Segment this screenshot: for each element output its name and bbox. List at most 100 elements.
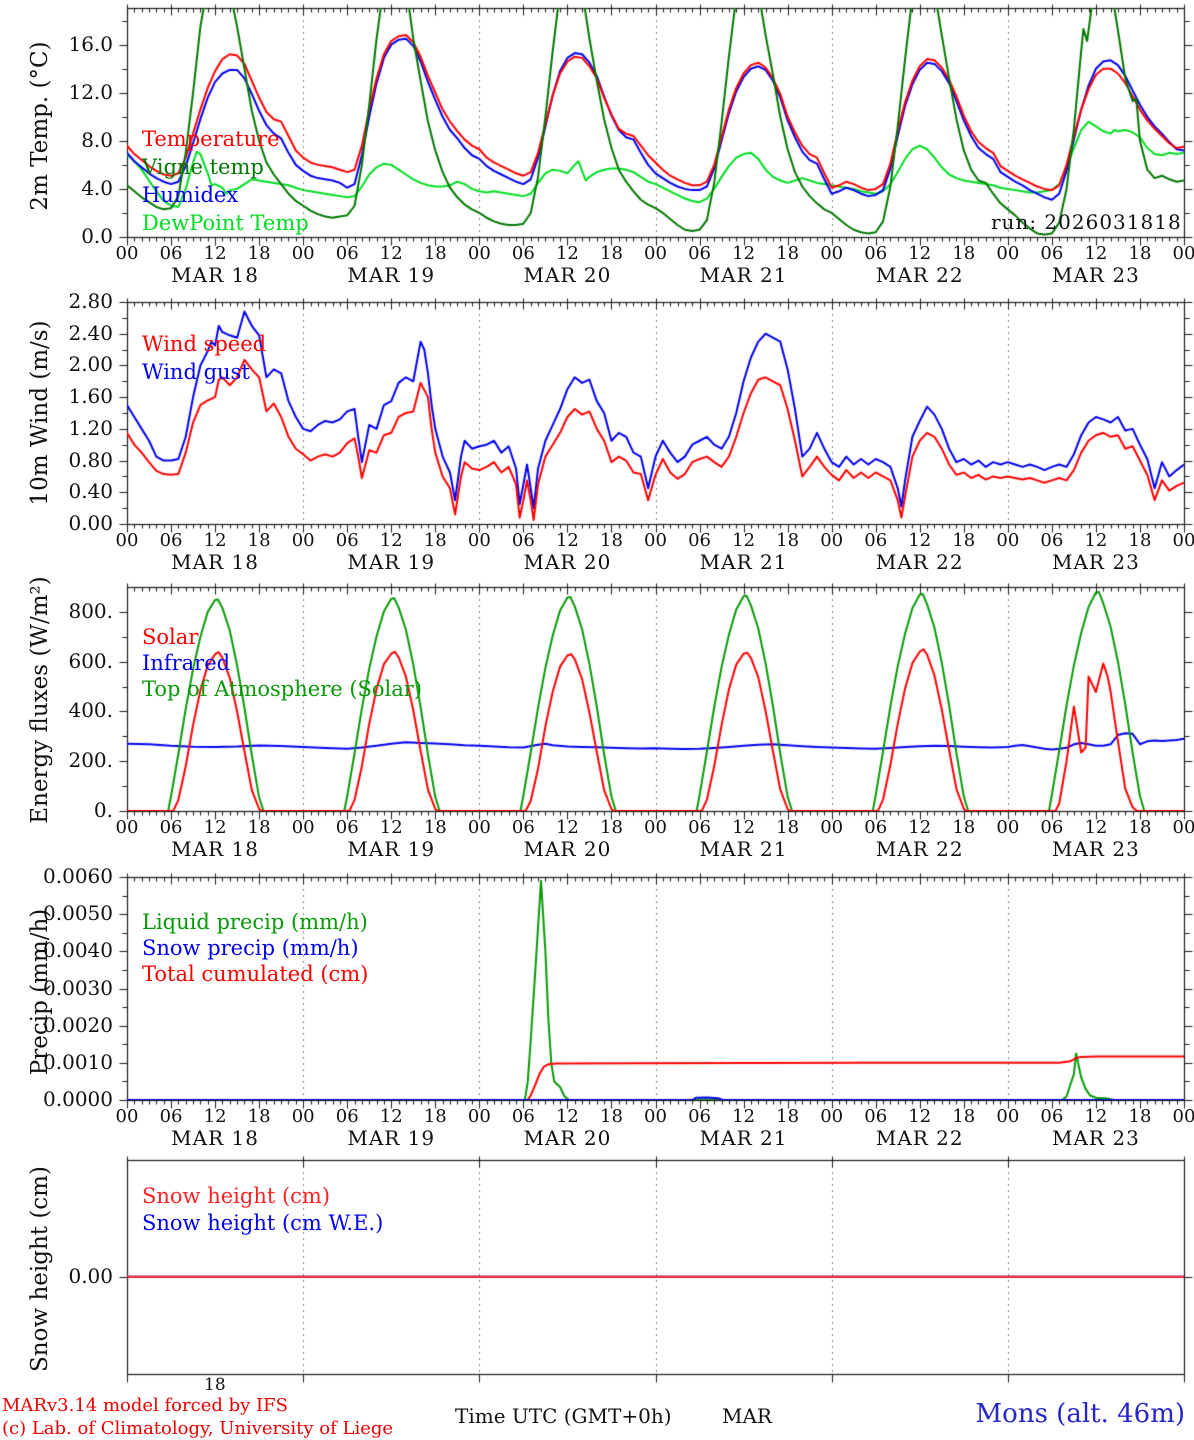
x-hour-label: 00 — [996, 243, 1020, 264]
x-hour-label: 06 — [159, 817, 183, 838]
x-hour-label: 00 — [115, 1106, 139, 1127]
legend-wind-1: Wind speed — [142, 332, 267, 356]
x-hour-label: 00 — [1172, 243, 1194, 264]
x-hour-label: 18 — [247, 530, 271, 551]
legend-wind-2: Wind gust — [142, 360, 250, 384]
y-tick-label-temp: 12.0 — [68, 79, 113, 104]
x-day-label: MAR 22 — [875, 837, 964, 861]
y-tick-label-wind: 1.60 — [68, 384, 113, 409]
x-hour-label: 18 — [247, 817, 271, 838]
footer-model-credit: MARv3.14 model forced by IFS — [2, 1395, 288, 1416]
x-hour-label: 06 — [864, 817, 888, 838]
legend-energy-1: Solar — [142, 625, 199, 649]
x-hour-label: 18 — [952, 817, 976, 838]
x-hour-label: 12 — [555, 243, 579, 264]
x-hour-label: 12 — [203, 1106, 227, 1127]
legend-snow-1: Snow height (cm) — [142, 1184, 331, 1208]
x-day-label: MAR 20 — [523, 837, 612, 861]
legend-precip-3: Total cumulated (cm) — [142, 962, 369, 986]
x-hour-label: 06 — [335, 243, 359, 264]
bottom-axis-orphan-tick-label: 18 — [204, 1375, 226, 1395]
x-hour-label: 00 — [291, 1106, 315, 1127]
x-hour-label: 12 — [732, 1106, 756, 1127]
x-hour-label: 12 — [732, 243, 756, 264]
x-hour-label: 18 — [423, 243, 447, 264]
y-tick-label-precip: 0.0000 — [43, 1087, 113, 1111]
x-day-label: MAR 18 — [171, 550, 259, 574]
legend-precip-2: Snow precip (mm/h) — [142, 936, 359, 960]
legend-temp-3: Humidex — [142, 183, 239, 207]
x-day-label: MAR 22 — [875, 1126, 964, 1150]
x-hour-label: 06 — [688, 817, 711, 838]
x-day-label: MAR 20 — [523, 550, 612, 574]
x-hour-label: 00 — [1172, 530, 1194, 551]
y-tick-label-precip: 0.0050 — [43, 901, 113, 926]
x-day-label: MAR 19 — [347, 1126, 436, 1150]
x-day-label: MAR 20 — [523, 1126, 612, 1150]
x-hour-label: 06 — [688, 530, 711, 551]
x-hour-label: 06 — [688, 1106, 711, 1127]
x-hour-label: 00 — [996, 817, 1020, 838]
x-hour-label: 06 — [688, 243, 711, 264]
y-tick-label-temp: 16.0 — [68, 31, 113, 56]
axis-title-wind: 10m Wind (m/s) — [26, 320, 53, 506]
x-hour-label: 18 — [776, 1106, 800, 1127]
x-hour-label: 12 — [379, 243, 403, 264]
x-day-label: MAR 23 — [1052, 550, 1140, 574]
x-hour-label: 18 — [776, 817, 800, 838]
x-day-label: MAR 19 — [347, 550, 436, 574]
x-hour-label: 18 — [1128, 817, 1152, 838]
legend-energy-3: Top of Atmosphere (Solar) — [142, 677, 423, 701]
y-tick-label-wind: 0.00 — [68, 511, 113, 535]
x-hour-label: 18 — [952, 1106, 976, 1127]
footer-station-label: Mons (alt. 46m) — [975, 1399, 1185, 1429]
x-hour-label: 18 — [423, 1106, 447, 1127]
x-hour-label: 06 — [511, 1106, 535, 1127]
x-hour-label: 12 — [908, 817, 932, 838]
x-day-label: MAR 23 — [1052, 837, 1140, 861]
x-hour-label: 18 — [1128, 243, 1152, 264]
x-hour-label: 18 — [952, 243, 976, 264]
y-tick-label-wind: 2.80 — [68, 289, 113, 313]
y-tick-label-precip: 0.0010 — [43, 1049, 113, 1074]
x-hour-label: 00 — [820, 243, 844, 264]
x-hour-label: 00 — [291, 530, 315, 551]
x-hour-label: 12 — [732, 530, 756, 551]
x-hour-label: 12 — [1084, 243, 1108, 264]
y-tick-label-wind: 2.00 — [68, 352, 113, 377]
x-hour-label: 12 — [908, 1106, 932, 1127]
x-day-label: MAR 21 — [699, 263, 788, 287]
x-day-label: MAR 18 — [171, 837, 259, 861]
y-tick-label-precip: 0.0040 — [43, 938, 113, 963]
x-hour-label: 12 — [555, 1106, 579, 1127]
y-tick-label-energy: 400. — [68, 698, 113, 723]
y-tick-label-energy: 600. — [68, 648, 113, 673]
x-hour-label: 00 — [291, 817, 315, 838]
x-hour-label: 18 — [1128, 530, 1152, 551]
y-tick-label-snow: 0.00 — [68, 1263, 113, 1288]
y-tick-label-temp: 0.0 — [81, 224, 113, 248]
x-hour-label: 12 — [379, 817, 403, 838]
y-tick-label-wind: 0.40 — [68, 479, 113, 504]
x-hour-label: 00 — [996, 530, 1020, 551]
x-hour-label: 18 — [600, 1106, 623, 1127]
axis-title-temp: 2m Temp. (°C) — [26, 41, 53, 211]
x-hour-label: 00 — [1172, 1106, 1194, 1127]
legend-energy-2: Infrared — [142, 651, 231, 675]
x-hour-label: 12 — [1084, 530, 1108, 551]
x-hour-label: 06 — [335, 1106, 359, 1127]
x-hour-label: 00 — [820, 530, 844, 551]
x-hour-label: 12 — [203, 817, 227, 838]
footer-time-axis-label: Time UTC (GMT+0h) — [455, 1404, 672, 1428]
x-hour-label: 06 — [864, 1106, 888, 1127]
x-hour-label: 00 — [467, 530, 491, 551]
x-day-label: MAR 23 — [1052, 263, 1140, 287]
x-hour-label: 00 — [644, 817, 667, 838]
y-tick-label-energy: 800. — [68, 598, 113, 623]
x-hour-label: 18 — [600, 243, 623, 264]
x-hour-label: 00 — [820, 1106, 844, 1127]
x-hour-label: 18 — [1128, 1106, 1152, 1127]
x-hour-label: 18 — [952, 530, 976, 551]
x-hour-label: 00 — [115, 817, 139, 838]
